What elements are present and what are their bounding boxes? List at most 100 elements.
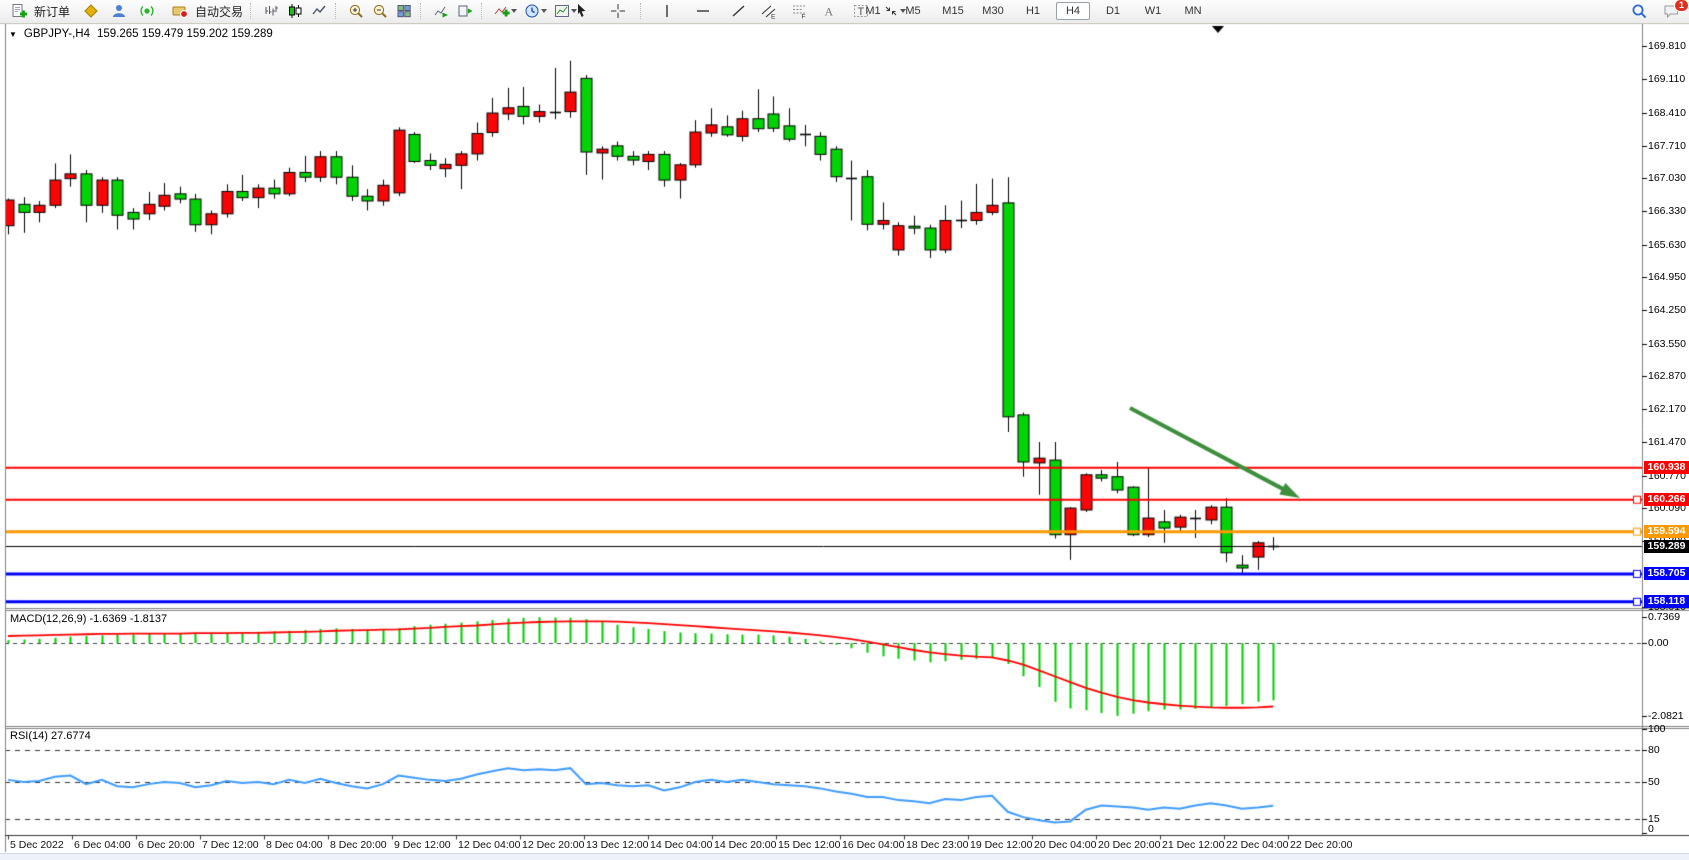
date-label: 22 Dec 20:00 (1290, 839, 1353, 851)
date-label: 8 Dec 20:00 (330, 839, 387, 851)
date-label: 14 Dec 04:00 (650, 839, 713, 851)
price-tick-label: 169.810 (1648, 40, 1686, 52)
date-label: 20 Dec 20:00 (1098, 839, 1161, 851)
autotrading-button[interactable]: 自动交易 (165, 1, 246, 21)
macd-tick-label: 0.00 (1648, 637, 1669, 649)
timeframe-m5[interactable]: M5 (905, 5, 921, 17)
dropdown-arrow-icon (540, 9, 547, 13)
channel-tool-icon[interactable]: E (757, 1, 781, 21)
tile-windows-icon[interactable] (392, 1, 416, 21)
date-label: 18 Dec 23:00 (906, 839, 969, 851)
svg-text:E: E (771, 14, 776, 20)
text-label-tool-icon[interactable]: T (849, 1, 873, 21)
profile-icon[interactable] (107, 1, 131, 21)
bar-chart-icon[interactable] (259, 1, 283, 21)
price-tick-label: 164.250 (1648, 304, 1686, 317)
rsi-tick-label: 15 (1648, 813, 1660, 826)
auto-scroll-icon[interactable] (429, 1, 453, 21)
price-tick-label: 168.410 (1648, 106, 1686, 119)
hline-price-tag[interactable]: 158.118 (1644, 595, 1689, 609)
dropdown-arrow-icon (899, 9, 906, 13)
timeframe-m15[interactable]: M15 (942, 5, 964, 17)
timeframe-w1[interactable]: W1 (1144, 5, 1162, 17)
timeframe-h4[interactable]: H4 (1056, 2, 1090, 20)
rsi-tick-label: 0 (1648, 823, 1654, 835)
symbol-title: ▼ GBPJPY-,H4 159.265 159.479 159.202 159… (9, 28, 273, 40)
price-tick-label: 165.630 (1648, 238, 1686, 251)
hline-price-tag[interactable]: 160.938 (1644, 461, 1689, 475)
date-label: 20 Dec 04:00 (1034, 839, 1097, 851)
rsi-indicator-label: RSI(14) 27.6774 (10, 730, 91, 742)
signals-icon[interactable] (135, 1, 159, 21)
price-tick-label: 167.030 (1648, 172, 1686, 185)
new-order-button[interactable]: 新订单 (4, 1, 73, 21)
svg-text:T: T (858, 6, 865, 18)
date-label: 22 Dec 04:00 (1226, 839, 1289, 851)
date-label: 9 Dec 12:00 (394, 839, 451, 851)
text-tool-icon[interactable]: A (817, 1, 841, 21)
candlestick-chart-icon[interactable] (283, 1, 307, 21)
symbol-label: GBPJPY-,H4 (23, 28, 90, 40)
autotrading-label: 自动交易 (195, 4, 244, 19)
price-tick-label: 169.110 (1648, 73, 1686, 86)
timeframe-m1[interactable]: M1 (865, 5, 881, 17)
toolbar-separator (335, 3, 340, 19)
macd-tick-label: -2.0821 (1648, 709, 1684, 722)
rsi-tick-label: 50 (1648, 776, 1660, 788)
vertical-line-tool-icon[interactable] (655, 1, 679, 21)
new-order-icon (7, 1, 31, 21)
chart-shift-icon[interactable] (453, 1, 477, 21)
price-tick-label: 162.170 (1648, 403, 1686, 416)
hline-price-tag[interactable]: 158.705 (1644, 567, 1689, 581)
notifications-icon[interactable]: 1 (1659, 0, 1689, 21)
zoom-out-icon[interactable] (368, 1, 392, 21)
rsi-tick-label: 100 (1648, 722, 1666, 735)
market-icon[interactable] (79, 1, 103, 21)
cursor-icon[interactable] (570, 1, 594, 21)
price-tick-label: 164.950 (1648, 271, 1686, 284)
notification-badge: 1 (1673, 0, 1689, 12)
templates-icon[interactable] (550, 1, 580, 21)
date-label: 15 Dec 12:00 (778, 839, 841, 851)
price-tick-label: 163.550 (1648, 337, 1686, 350)
timeframe-mn[interactable]: MN (1184, 5, 1202, 17)
hline-price-tag[interactable]: 160.266 (1644, 493, 1689, 507)
date-label: 6 Dec 04:00 (74, 839, 131, 851)
date-label: 8 Dec 04:00 (266, 839, 323, 851)
symbol-dropdown-icon[interactable]: ▼ (9, 29, 17, 39)
date-label: 5 Dec 2022 (10, 839, 64, 851)
fibonacci-tool-icon[interactable]: F (787, 1, 811, 21)
hline-price-tag[interactable]: 159.594 (1644, 525, 1689, 539)
toolbar-separator (250, 3, 255, 19)
zoom-in-icon[interactable] (344, 1, 368, 21)
macd-tick-label: 0.7369 (1648, 611, 1681, 624)
toolbar-separator (481, 3, 486, 19)
timeframe-h1[interactable]: H1 (1025, 5, 1041, 17)
indicators-icon[interactable] (490, 1, 520, 21)
line-chart-icon[interactable] (307, 1, 331, 21)
timeframe-d1[interactable]: D1 (1105, 5, 1121, 17)
symbol-ohlc-values: 159.265 159.479 159.202 159.289 (96, 28, 273, 40)
trendline-tool-icon[interactable] (727, 1, 751, 21)
svg-text:A: A (825, 5, 834, 19)
periods-icon[interactable] (520, 1, 550, 21)
dropdown-arrow-icon (570, 9, 577, 13)
horizontal-line-tool-icon[interactable] (691, 1, 715, 21)
autotrading-icon (168, 1, 192, 21)
date-label: 16 Dec 04:00 (842, 839, 905, 851)
rsi-tick-label: 80 (1648, 744, 1660, 757)
date-label: 12 Dec 04:00 (458, 839, 521, 851)
date-label: 19 Dec 12:00 (970, 839, 1033, 851)
price-tick-label: 162.870 (1648, 369, 1686, 382)
svg-text:F: F (802, 14, 806, 20)
price-tick-label: 161.470 (1648, 436, 1686, 449)
arrows-tool-icon[interactable] (879, 1, 909, 21)
search-icon[interactable] (1627, 1, 1651, 21)
date-label: 12 Dec 20:00 (522, 839, 585, 851)
timeframe-m30[interactable]: M30 (982, 5, 1004, 17)
crosshair-icon[interactable] (606, 1, 630, 21)
date-label: 7 Dec 12:00 (202, 839, 259, 851)
new-order-label: 新订单 (34, 4, 71, 19)
date-label: 14 Dec 20:00 (714, 839, 777, 851)
